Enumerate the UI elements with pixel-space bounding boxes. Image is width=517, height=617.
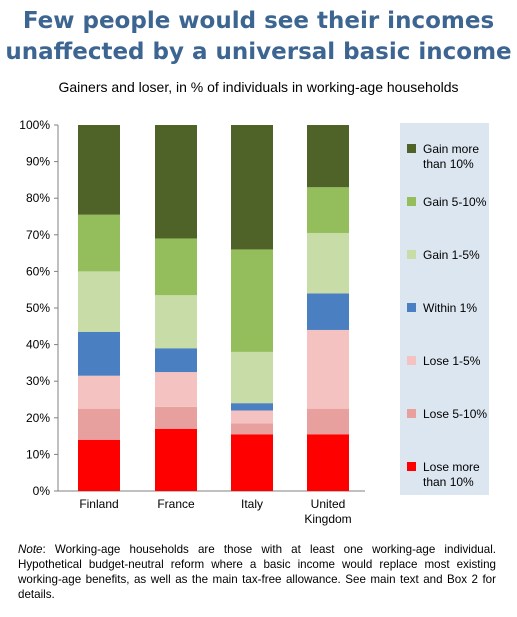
legend-swatch xyxy=(407,462,416,471)
bar-segment xyxy=(155,428,197,491)
bar-segment xyxy=(307,293,349,330)
stacked-bar-chart: 0% 10% 20% 30% 40% 50% 60% 70% 80% 90% 100% Finland… xyxy=(19,118,489,526)
legend-swatch xyxy=(407,356,416,365)
title-line-2: unaffected by a universal basic income xyxy=(5,39,512,65)
bar-segment xyxy=(78,125,120,215)
title-line-1: Few people would see their incomes xyxy=(22,8,495,34)
legend-label: Gain 5-10% xyxy=(423,195,487,209)
y-tick-label: 90% xyxy=(26,155,50,169)
note-label: Note xyxy=(18,543,43,556)
bar-segment xyxy=(307,434,349,491)
bar-segment xyxy=(78,408,120,440)
y-tick-label: 80% xyxy=(26,191,50,205)
bar-segment xyxy=(307,187,349,233)
y-tick-label: 60% xyxy=(26,264,50,278)
bar-segment xyxy=(231,410,273,424)
bar-segment xyxy=(155,372,197,407)
legend-swatch xyxy=(407,144,416,153)
y-tick-label: 40% xyxy=(26,338,50,352)
bar-segment xyxy=(231,434,273,491)
bar-segment xyxy=(307,329,349,409)
chart-subtitle: Gainers and loser, in % of individuals i… xyxy=(58,79,459,95)
bar-segment xyxy=(307,125,349,188)
legend-label: Lose more than 10% xyxy=(423,460,480,489)
x-tick-label: Italy xyxy=(241,497,263,511)
legend-swatch xyxy=(407,409,416,418)
bar-segment xyxy=(231,249,273,352)
bar-segment xyxy=(78,439,120,491)
legend-swatch xyxy=(407,250,416,259)
bar-segment xyxy=(155,125,197,239)
bar-segment xyxy=(78,375,120,409)
y-tick-label: 50% xyxy=(26,301,50,315)
bar-segment xyxy=(231,423,273,435)
bar-segment xyxy=(155,295,197,349)
legend-swatch xyxy=(407,197,416,206)
legend-swatch xyxy=(407,303,416,312)
legend-label: Lose 1-5% xyxy=(423,354,481,368)
bar-segment xyxy=(231,351,273,404)
y-tick-label: 10% xyxy=(26,447,50,461)
legend-label: Gain 1-5% xyxy=(423,248,480,262)
y-tick-label: 0% xyxy=(33,484,51,498)
bar-segment xyxy=(307,408,349,435)
bar-segment xyxy=(78,214,120,272)
note-text: : Working-age households are those with … xyxy=(18,543,496,601)
bar-segment xyxy=(307,232,349,294)
bar-segment xyxy=(78,331,120,376)
bar-segment xyxy=(155,238,197,296)
x-tick-label: Finland xyxy=(79,497,118,511)
bar-segment xyxy=(155,406,197,429)
page-title: Few people would see their incomes unaff… xyxy=(0,6,517,68)
x-tick-label: France xyxy=(157,497,195,511)
y-tick-label: 20% xyxy=(26,411,50,425)
legend-label: Gain more than 10% xyxy=(423,142,479,171)
bar-segment xyxy=(155,348,197,373)
legend-label: Within 1% xyxy=(423,301,477,315)
bar-segment xyxy=(231,125,273,250)
y-tick-label: 30% xyxy=(26,374,50,388)
bar-segment xyxy=(78,271,120,332)
bar-segment xyxy=(231,403,273,411)
legend-label: Lose 5-10% xyxy=(423,407,487,421)
y-tick-label: 100% xyxy=(19,118,50,132)
y-tick-label: 70% xyxy=(26,228,50,242)
x-tick-label: United Kingdom xyxy=(304,497,351,526)
chart-note: Note: Working-age households are those w… xyxy=(18,542,496,602)
